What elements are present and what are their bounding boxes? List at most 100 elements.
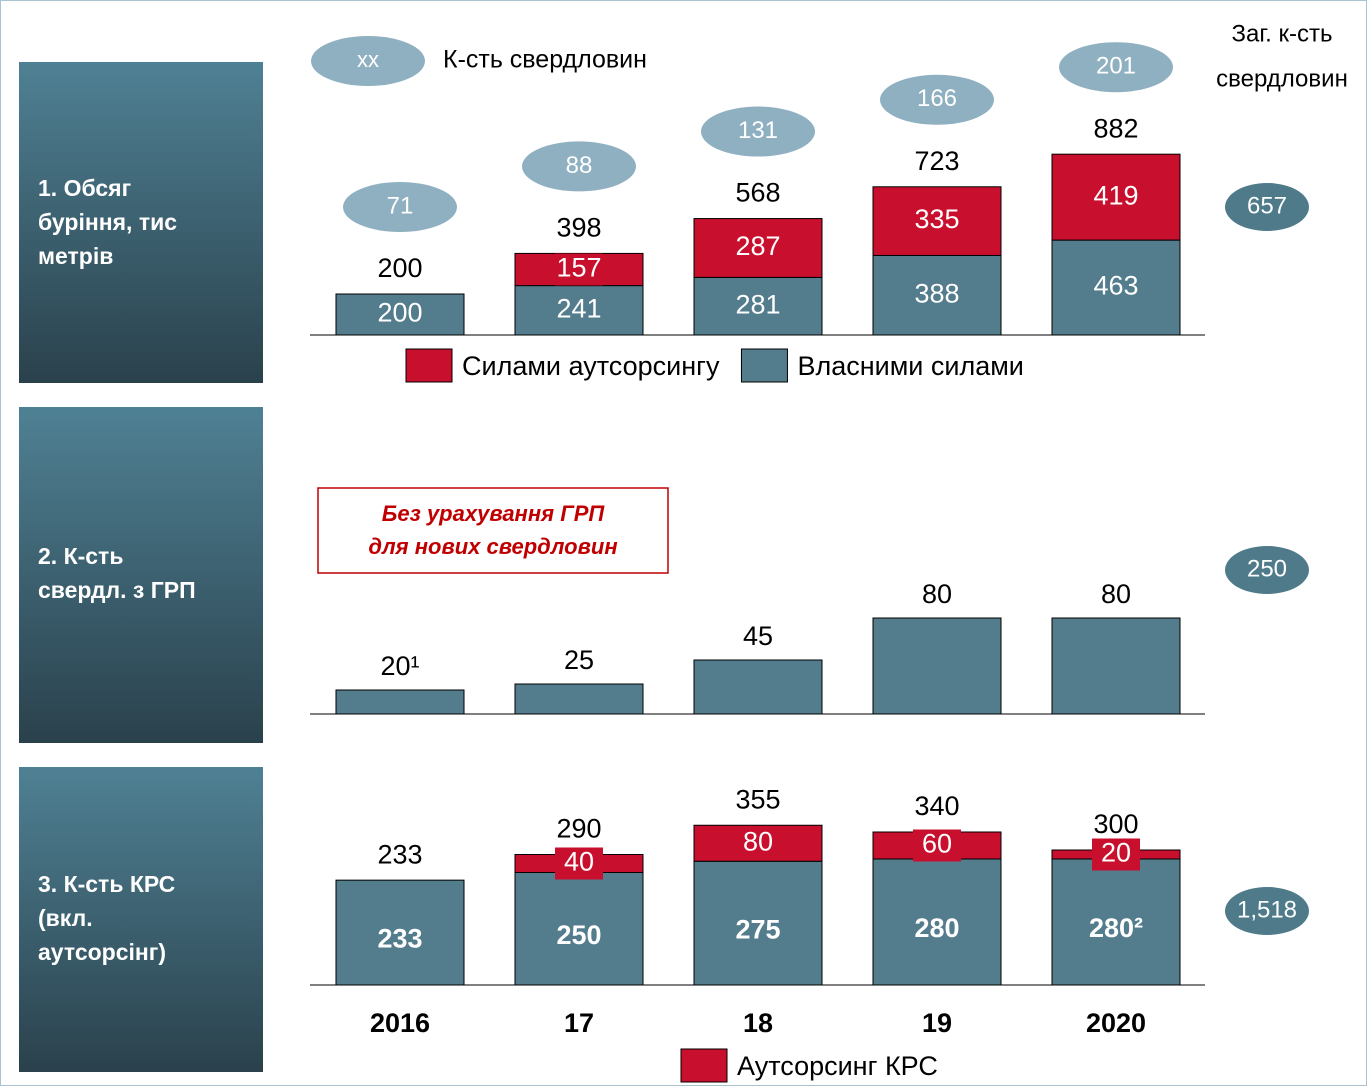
legend-label: Власними силами (797, 351, 1023, 381)
value-label: 45 (743, 621, 773, 651)
total-value: 657 (1247, 192, 1287, 219)
key-bubble-label: xx (357, 47, 379, 72)
total-label: 723 (914, 146, 959, 176)
value-label: 20 (1101, 838, 1131, 868)
value-label: 280 (914, 913, 959, 943)
row-label: метрів (38, 243, 113, 269)
bar-segment (335, 293, 465, 336)
value-label: 157 (556, 253, 601, 283)
x-tick-label: 18 (743, 1008, 773, 1038)
value-label: 20¹ (380, 651, 419, 681)
total-label: 290 (556, 814, 601, 844)
x-tick-label: 2016 (370, 1008, 430, 1038)
well-count: 88 (566, 152, 593, 179)
well-count-bubble (343, 182, 457, 232)
bar-segment (514, 872, 644, 986)
bar-segment (872, 858, 1002, 986)
note-box (317, 487, 669, 574)
bar-segment (693, 860, 823, 986)
key-text: К-сть свердловин (443, 46, 647, 74)
x-tick-label: 2020 (1086, 1008, 1146, 1038)
bar-segment (514, 683, 644, 715)
total-label: 200 (377, 253, 422, 283)
label-bg (555, 847, 603, 880)
total-bubble (1225, 183, 1309, 231)
total-label: 882 (1093, 113, 1138, 143)
row-label: буріння, тис (38, 209, 177, 235)
value-label: 388 (914, 278, 959, 308)
label-bg (1092, 181, 1140, 214)
well-count-bubble (1059, 42, 1173, 93)
x-tick-label: 17 (564, 1008, 594, 1038)
total-bubble (1225, 546, 1309, 594)
row-label: 2. К-сть (38, 543, 123, 569)
value-label: 241 (556, 293, 601, 323)
value-label: 335 (914, 204, 959, 234)
bar-segment (1051, 858, 1181, 986)
legend-label: Аутсорсинг КРС (737, 1051, 938, 1081)
total-value: 250 (1247, 555, 1287, 582)
value-label: 40 (564, 847, 594, 877)
well-count-bubble (880, 74, 994, 125)
bar-segment (1051, 617, 1181, 715)
total-label: 340 (914, 791, 959, 821)
note-text: Без урахування ГРП (382, 501, 606, 526)
label-bg (734, 827, 782, 860)
value-label: 281 (735, 289, 780, 319)
bar-segment (335, 689, 465, 715)
legend-label: Силами аутсорсингу (462, 351, 720, 381)
bar-segment (335, 879, 465, 986)
row-panel (19, 407, 263, 743)
value-label: 250 (556, 920, 601, 950)
row-label: (вкл. (38, 905, 93, 931)
total-bubble (1225, 887, 1309, 935)
row-label: аутсорсінг) (38, 939, 166, 965)
row-panel (19, 62, 263, 383)
bar-segment (693, 659, 823, 715)
well-count: 166 (917, 85, 957, 112)
value-label: 200 (377, 298, 422, 328)
value-label: 287 (735, 231, 780, 261)
label-bg (913, 205, 961, 238)
legend-swatch (405, 348, 453, 383)
legend-swatch (740, 348, 788, 383)
x-tick-label: 19 (922, 1008, 952, 1038)
well-count: 131 (738, 117, 778, 144)
total-label: 300 (1093, 809, 1138, 839)
value-label: 60 (922, 829, 952, 859)
value-label: 419 (1093, 180, 1138, 210)
value-label: 80 (1101, 579, 1131, 609)
label-bg (734, 231, 782, 264)
row-panel (19, 767, 263, 1072)
bar-segment (872, 617, 1002, 715)
well-count-bubble (522, 141, 636, 192)
total-title: Заг. к-сть (1232, 20, 1333, 47)
value-label: 80 (743, 826, 773, 856)
note-text: для нових свердловин (368, 534, 617, 559)
well-count: 71 (387, 192, 414, 219)
total-label: 398 (556, 213, 601, 243)
value-label: 280² (1089, 913, 1143, 943)
total-label: 233 (377, 839, 422, 869)
row-label: 1. Обсяг (38, 175, 131, 201)
row-label: 3. К-сть КРС (38, 871, 175, 897)
label-bg (913, 829, 961, 862)
total-label: 568 (735, 178, 780, 208)
total-label: 355 (735, 784, 780, 814)
value-label: 233 (377, 924, 422, 954)
well-count: 201 (1096, 53, 1136, 80)
bar-segment (514, 285, 644, 336)
bar-segment (1051, 239, 1181, 336)
value-label: 463 (1093, 271, 1138, 301)
value-label: 25 (564, 645, 594, 675)
bar-segment (693, 276, 823, 336)
legend-swatch (680, 1048, 728, 1083)
total-title: свердловин (1216, 65, 1348, 92)
value-label: 80 (922, 579, 952, 609)
label-bg (1092, 838, 1140, 871)
total-value: 1,518 (1237, 896, 1297, 923)
key-bubble (311, 36, 425, 86)
bar-segment (872, 254, 1002, 336)
